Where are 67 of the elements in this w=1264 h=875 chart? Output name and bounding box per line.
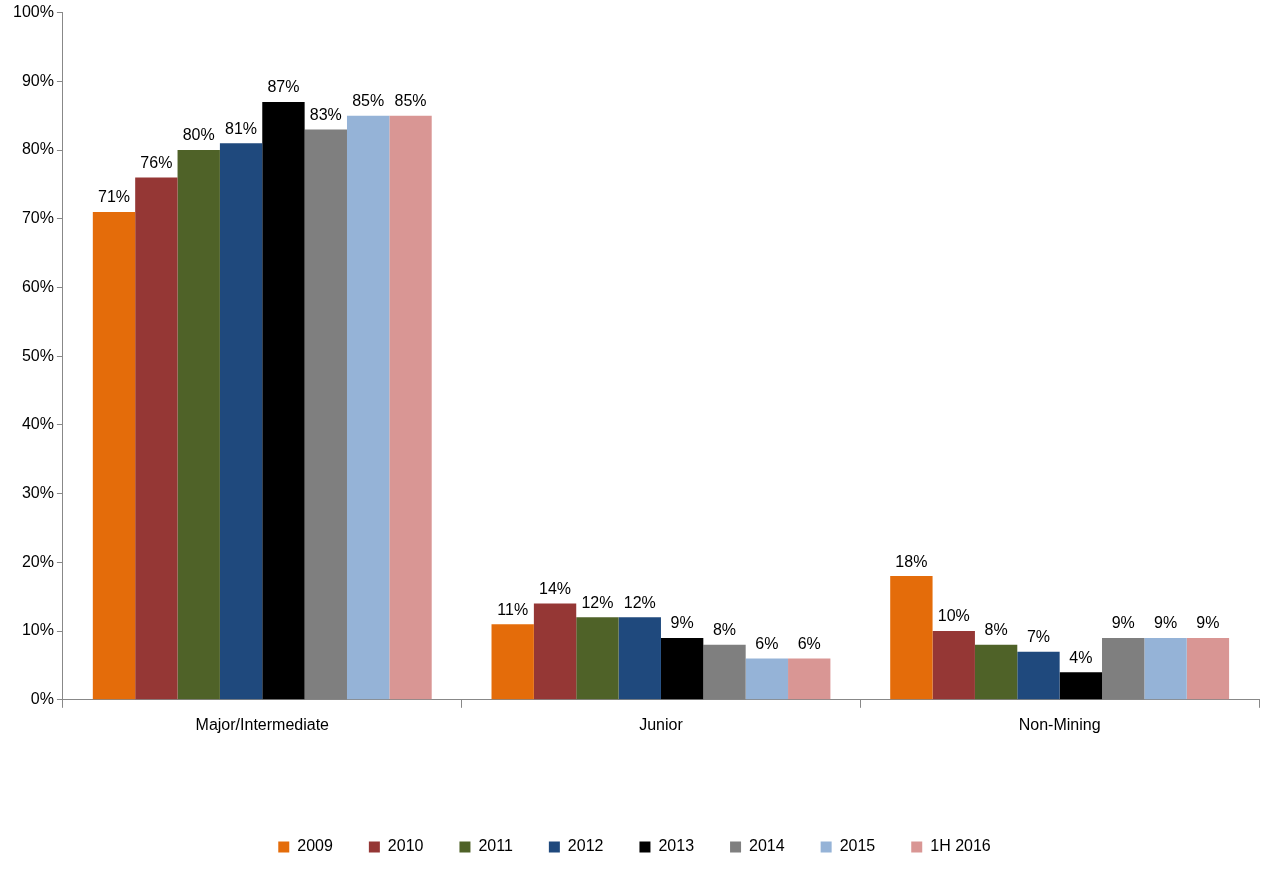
y-tick-label: 10% (21, 621, 54, 639)
data-label: 80% (182, 126, 215, 144)
data-label: 76% (140, 153, 173, 171)
data-label: 85% (394, 92, 427, 110)
bar (1144, 637, 1187, 700)
legend-label: 1H 2016 (930, 837, 991, 855)
bar (974, 644, 1018, 700)
bar (491, 624, 534, 700)
bar (533, 603, 577, 700)
data-label: 7% (1026, 628, 1051, 646)
data-label: 12% (623, 593, 656, 611)
x-tick-label: Junior (639, 715, 684, 733)
data-label: 87% (267, 78, 300, 96)
data-label: 9% (670, 614, 694, 632)
data-label: 83% (309, 105, 342, 123)
bar (92, 211, 136, 700)
data-label: 81% (225, 119, 258, 137)
legend-label: 2012 (567, 837, 604, 855)
legend-label: 2011 (478, 837, 513, 855)
bar (1017, 651, 1060, 700)
bar (745, 658, 789, 700)
bar (932, 631, 975, 700)
y-tick-label: 30% (21, 484, 54, 502)
y-tick-label: 0% (30, 690, 54, 708)
bar (262, 101, 305, 700)
data-label: 11% (497, 600, 529, 618)
data-label: 9% (1111, 614, 1135, 632)
bar (788, 658, 831, 700)
data-label: 4% (1069, 648, 1093, 666)
legend-label: 2009 (297, 837, 333, 855)
y-tick-label: 40% (21, 415, 54, 433)
data-label: 8% (984, 621, 1008, 639)
data-label: 9% (1153, 614, 1178, 632)
y-tick-label: 90% (21, 71, 54, 89)
data-label: 6% (797, 634, 821, 652)
y-tick-label: 60% (21, 277, 54, 295)
bar (660, 637, 704, 700)
y-tick-label: 70% (21, 209, 54, 227)
data-label: 14% (539, 580, 572, 597)
x-tick-label: Major/Intermediate (195, 715, 330, 733)
bar (890, 576, 933, 700)
legend-label: 2015 (839, 837, 876, 855)
y-tick-label: 50% (21, 346, 54, 364)
data-label: 6% (755, 634, 779, 652)
bar (177, 150, 220, 700)
data-label: 10% (937, 607, 970, 625)
bar (618, 617, 661, 700)
legend-label: 2013 (658, 837, 695, 855)
y-tick-label: 100% (13, 3, 54, 21)
y-tick-label: 20% (21, 552, 54, 570)
bar (389, 115, 432, 700)
legend-label: 2014 (749, 837, 785, 855)
x-tick-label: Non-Mining (1018, 715, 1101, 733)
bar (135, 177, 178, 700)
y-tick-label: 80% (21, 140, 54, 158)
data-label: 9% (1196, 614, 1220, 632)
bar (576, 617, 619, 700)
data-label: 71% (97, 188, 131, 206)
data-label: 18% (895, 552, 928, 570)
data-label: 12% (581, 593, 614, 611)
data-label: 85% (352, 92, 385, 110)
bar (1059, 672, 1103, 700)
bar (346, 115, 390, 700)
data-label: 8% (712, 621, 737, 639)
legend-label: 2010 (387, 837, 424, 855)
bar (219, 143, 263, 700)
bar (1186, 637, 1230, 700)
